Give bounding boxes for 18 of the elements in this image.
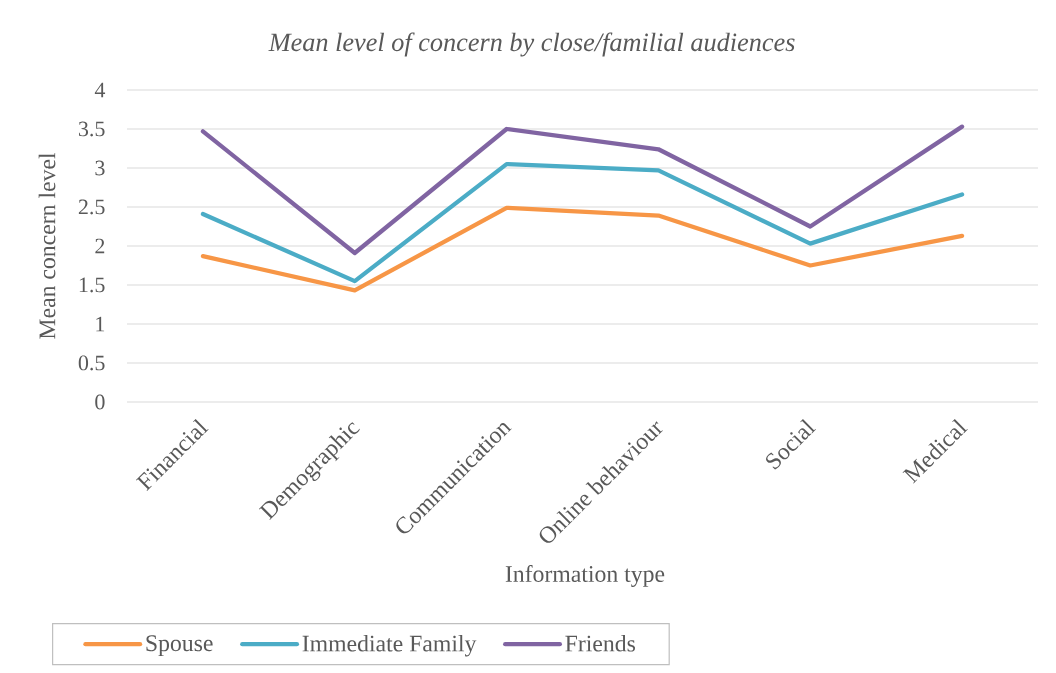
y-tick-label: 3.5 bbox=[78, 121, 105, 137]
line-series bbox=[200, 205, 965, 293]
legend-label: Spouse bbox=[146, 635, 213, 657]
y-tick-label: 0.5 bbox=[78, 355, 105, 371]
y-tick-label: 2.5 bbox=[78, 199, 105, 215]
y-tick-label: 4 bbox=[94, 82, 106, 98]
y-tick-label: 1 bbox=[96, 316, 105, 332]
x-axis-title: Information type bbox=[505, 565, 665, 587]
y-tick-label: 2 bbox=[95, 238, 105, 254]
line-series bbox=[200, 161, 965, 284]
legend-label: Immediate Family bbox=[302, 634, 477, 657]
line-series bbox=[200, 124, 965, 256]
legend-label: Friends bbox=[565, 634, 635, 652]
y-tick-label: 0 bbox=[95, 394, 105, 410]
chart-title: Mean level of concern by close/familial audiences bbox=[268, 32, 795, 57]
y-axis-title: Mean concern level bbox=[38, 152, 56, 339]
y-tick-label: 3 bbox=[95, 160, 105, 176]
y-tick-label: 1.5 bbox=[79, 277, 105, 293]
